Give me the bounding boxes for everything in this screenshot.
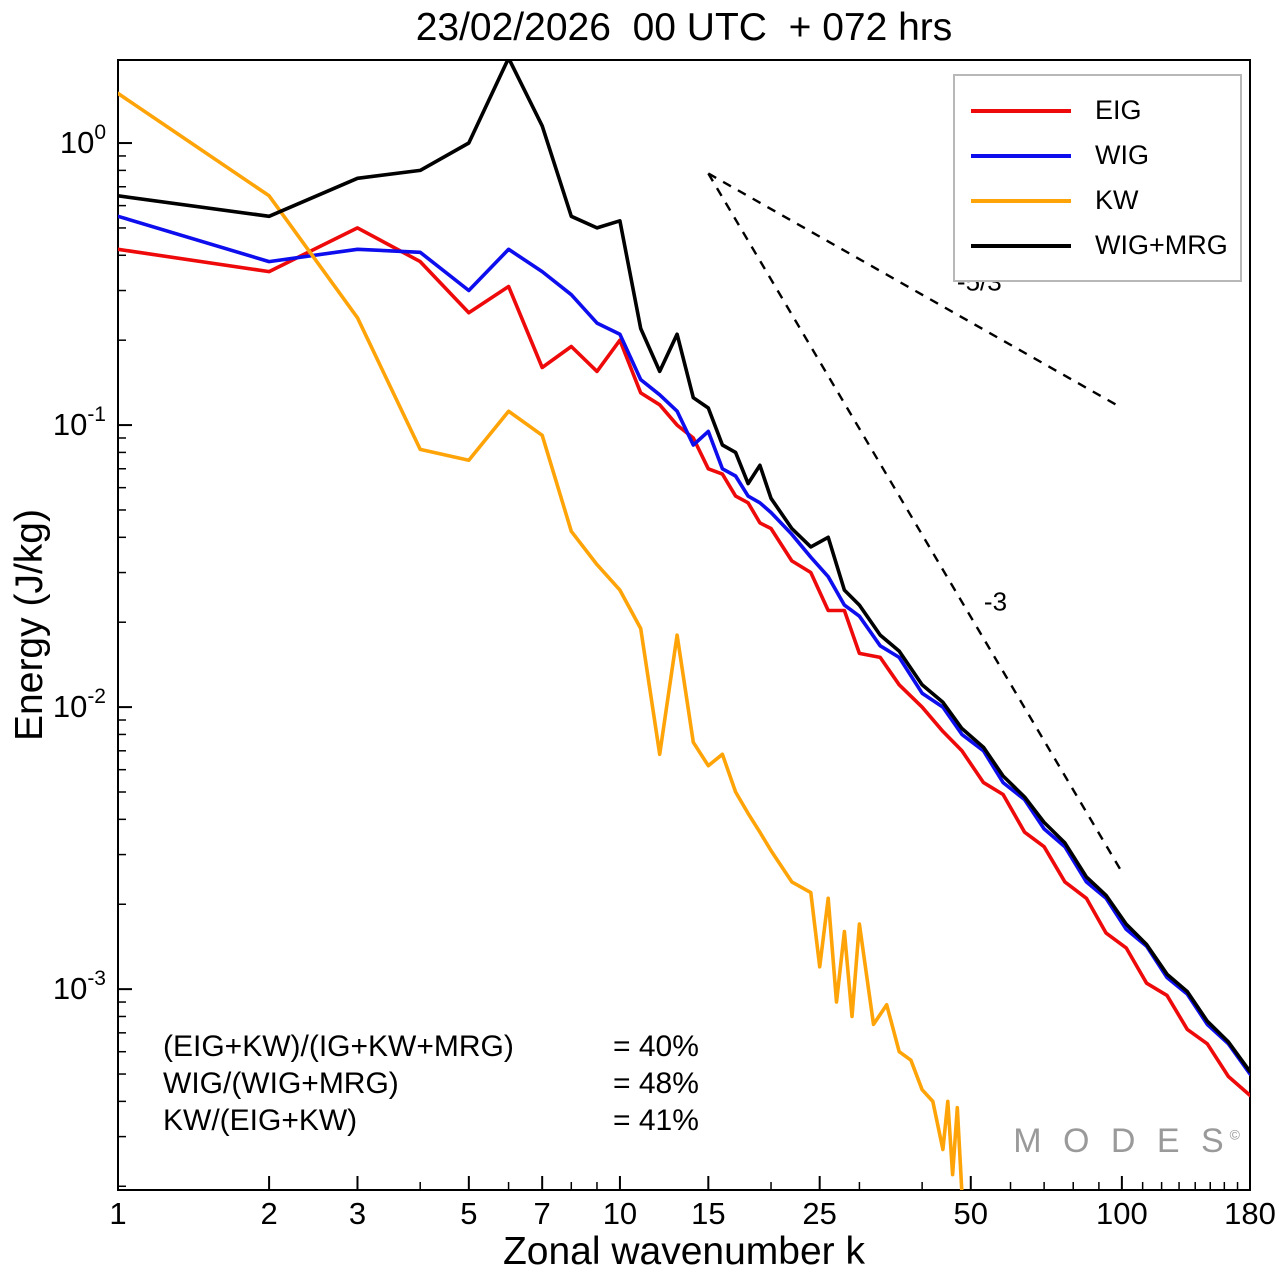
series-line-WIG bbox=[118, 214, 1250, 1076]
x-tick-label: 15 bbox=[691, 1196, 725, 1231]
legend-item-EIG: EIG bbox=[971, 88, 1224, 133]
y-tick-label: 100 bbox=[60, 121, 106, 160]
chart-title: 23/02/2026 00 UTC + 072 hrs bbox=[415, 6, 953, 49]
stat-value: = 41% bbox=[613, 1104, 699, 1137]
legend-swatch-KW bbox=[971, 198, 1071, 203]
stat-expression: WIG/(WIG+MRG) bbox=[163, 1067, 399, 1100]
y-tick-label: 10-3 bbox=[53, 967, 106, 1006]
x-tick-label: 100 bbox=[1096, 1196, 1148, 1231]
legend-label-EIG: EIG bbox=[1095, 95, 1142, 125]
modes-text: M O D E S bbox=[1013, 1122, 1230, 1160]
legend-item-WIG+MRG: WIG+MRG bbox=[971, 223, 1228, 268]
copyright-mark: © bbox=[1229, 1126, 1240, 1143]
x-tick-label: 10 bbox=[603, 1196, 637, 1231]
legend: EIG WIG KW WIG+MRG bbox=[953, 74, 1242, 282]
plot-frame bbox=[117, 59, 1251, 1191]
x-tick-label: 5 bbox=[460, 1196, 477, 1231]
stat-expression: (EIG+KW)/(IG+KW+MRG) bbox=[163, 1030, 514, 1063]
legend-item-WIG: WIG bbox=[971, 133, 1224, 178]
x-tick-label: 50 bbox=[954, 1196, 988, 1231]
reference-label--3: -3 bbox=[984, 587, 1007, 617]
legend-swatch-WIG+MRG bbox=[971, 243, 1071, 248]
stat-row: WIG/(WIG+MRG) = 48% bbox=[163, 1065, 699, 1102]
legend-swatch-EIG bbox=[971, 108, 1071, 113]
y-tick-label: 10-2 bbox=[53, 685, 106, 724]
stat-row: (EIG+KW)/(IG+KW+MRG) = 40% bbox=[163, 1028, 699, 1065]
legend-label-KW: KW bbox=[1095, 185, 1139, 215]
series-line-KW bbox=[118, 91, 964, 1190]
y-tick-label: 10-1 bbox=[53, 403, 106, 442]
legend-item-KW: KW bbox=[971, 178, 1224, 223]
series-line-EIG bbox=[118, 226, 1250, 1098]
x-axis-label: Zonal wavenumber k bbox=[502, 1230, 865, 1273]
legend-label-WIG: WIG bbox=[1095, 140, 1149, 170]
stat-row: KW/(EIG+KW) = 41% bbox=[163, 1102, 699, 1139]
modes-watermark: M O D E S© bbox=[1013, 1122, 1240, 1161]
x-tick-label: 180 bbox=[1224, 1196, 1276, 1231]
stat-value: = 48% bbox=[613, 1067, 699, 1100]
y-axis-label: Energy (J/kg) bbox=[8, 509, 51, 741]
legend-swatch-WIG bbox=[971, 153, 1071, 158]
ratio-stats: (EIG+KW)/(IG+KW+MRG) = 40% WIG/(WIG+MRG) = … bbox=[163, 1028, 699, 1139]
x-tick-label: 1 bbox=[109, 1196, 126, 1231]
x-tick-label: 3 bbox=[349, 1196, 366, 1231]
x-tick-label: 25 bbox=[802, 1196, 836, 1231]
stat-expression: KW/(EIG+KW) bbox=[163, 1104, 358, 1137]
reference-line--5/3 bbox=[707, 172, 1123, 410]
x-tick-label: 2 bbox=[260, 1196, 277, 1231]
x-tick-label: 7 bbox=[534, 1196, 551, 1231]
stat-value: = 40% bbox=[613, 1030, 699, 1063]
series-line-WIG+MRG bbox=[118, 60, 1250, 1074]
legend-label-WIG+MRG: WIG+MRG bbox=[1095, 230, 1228, 260]
